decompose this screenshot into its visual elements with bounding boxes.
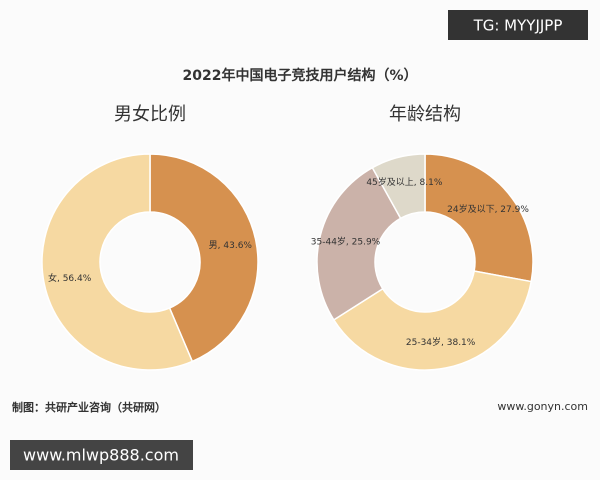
- subplot-title: 年龄结构: [389, 104, 461, 125]
- donut-slice: [371, 153, 426, 220]
- data-label: 女, 56.4%: [48, 272, 92, 284]
- watermark-box: [10, 440, 193, 470]
- data-label: 男, 43.6%: [209, 240, 253, 251]
- data-label: 25-34岁, 38.1%: [406, 336, 476, 348]
- logo-text: www.gonyn.com: [497, 400, 588, 413]
- watermark-bottom: www.mlwp888.com: [23, 446, 179, 465]
- data-label: 35-44岁, 25.9%: [311, 235, 381, 247]
- data-label: 24岁及以下, 27.9%: [447, 203, 529, 215]
- subplot-title: 男女比例: [114, 104, 186, 125]
- donut-slice: [149, 153, 259, 363]
- donut-slice: [316, 166, 402, 321]
- donut-slice: [332, 270, 533, 371]
- chart-title: 2022年中国电子竞技用户结构（%）: [183, 67, 418, 84]
- watermark-top: TG: MYYJJPP: [473, 17, 563, 35]
- data-label: 45岁及以上, 8.1%: [366, 176, 442, 188]
- donut-slice: [41, 153, 194, 371]
- donut-slice: [424, 153, 534, 283]
- source-note: 制图：共研产业咨询（共研网）: [12, 400, 166, 414]
- watermark-box: [448, 10, 588, 40]
